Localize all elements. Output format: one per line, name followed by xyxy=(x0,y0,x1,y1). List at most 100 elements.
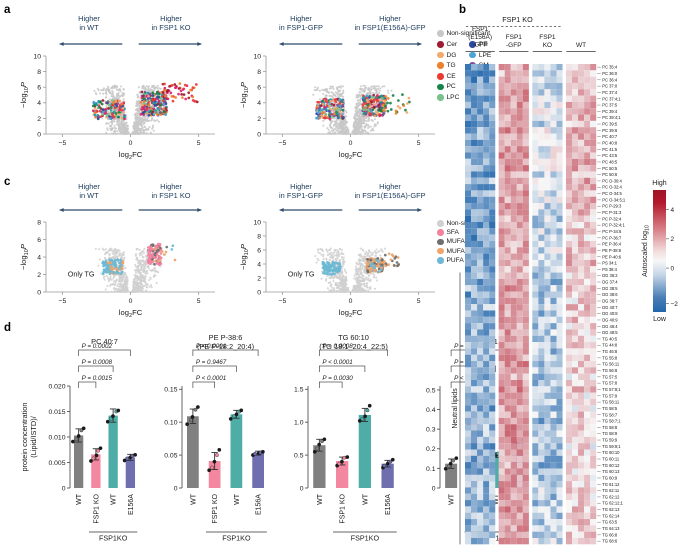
chart-subtitle: (TG 18:1_20:4_22:5) xyxy=(319,342,388,351)
heatmap-row-label: PC 39:6 xyxy=(602,128,618,133)
heatmap-row-label: TG 59:9 xyxy=(602,438,618,443)
heatmap-row-label: PE P-38:6 xyxy=(602,248,622,253)
svg-text:6: 6 xyxy=(37,85,41,92)
colorbar-high-label: High xyxy=(652,180,667,187)
heatmap-column-header: -GFP xyxy=(472,42,488,49)
heatmap-row-label: TG 55:8 xyxy=(602,355,618,360)
legend-swatch xyxy=(437,238,444,246)
heatmap-row-label: TG 60:10 xyxy=(602,450,620,455)
bar-chart-pe-p-38-6[interactable]: PE P-38:6 (PE P-18:2_20:4) 0 0.05 0.10 0.15 WT… xyxy=(148,330,273,550)
legend-column: Cer DG TG CE PC LPC xyxy=(437,41,459,105)
data-point xyxy=(81,426,86,431)
data-point xyxy=(261,449,265,454)
heatmap-panel-b[interactable]: FSP1 KO FSP1 (E156A) -GFP FSP1 -GFP FSP1 KO WT PC… xyxy=(452,12,685,553)
arrow-label: Higher in WT xyxy=(78,182,100,200)
volcano-plot-a1[interactable]: 0 2 4 6 8 10 −5 0 5 −log10P log2FC Higher in WT Highe… xyxy=(16,14,221,164)
legend-swatch xyxy=(437,83,444,91)
legend-item: DG xyxy=(437,52,459,59)
bar[interactable] xyxy=(187,416,199,488)
group-label: FSP1KO xyxy=(481,534,510,543)
volcano-plot-c2[interactable]: 0 2 4 6 8 10 −5 0 5 −log10P log2FC Only TG Higher in … xyxy=(236,182,441,322)
data-point xyxy=(111,414,115,418)
svg-text:−5: −5 xyxy=(278,140,286,147)
bar-chart-tg-60-10[interactable]: TG 60:10 (TG 18:1_20:4_22:5) 0 0.5 1.0 1.5 WT F… xyxy=(278,330,403,550)
data-point xyxy=(234,412,239,417)
bar[interactable] xyxy=(313,445,326,488)
bar[interactable] xyxy=(230,414,243,488)
bar[interactable] xyxy=(381,463,394,488)
svg-text:8: 8 xyxy=(37,219,41,226)
heatmap-column-header: (E156A) xyxy=(468,34,492,41)
volcano-plot-c1[interactable]: 0 2 4 6 8 −5 0 5 −log10P log2FC Only TG Higher in WT… xyxy=(16,182,221,322)
data-point xyxy=(109,416,113,421)
heatmap-row-label: DG 48:5 xyxy=(602,330,618,335)
heatmap-row-label: PC 36:4 xyxy=(602,77,618,82)
svg-text:0: 0 xyxy=(349,298,353,305)
legend-item: PE xyxy=(469,41,491,48)
legend-swatch xyxy=(437,94,444,101)
heatmap-row-label: TG 57:8 xyxy=(602,381,618,386)
x-axis-label: log2FC xyxy=(119,150,143,161)
bar[interactable] xyxy=(91,454,101,488)
y-tick-label: 0.010 xyxy=(48,434,65,441)
bar-chart-pc-40-7[interactable]: PC 40:7 0 0.005 0.010 0.015 0.020 WT FSP1 KO WT E… xyxy=(18,330,143,550)
bar[interactable] xyxy=(335,461,349,488)
bar[interactable] xyxy=(125,457,136,488)
legend-swatch xyxy=(469,51,476,59)
bar[interactable] xyxy=(252,453,264,488)
bar[interactable] xyxy=(108,415,118,488)
y-tick-label: 0.015 xyxy=(48,409,65,416)
arrow-label: Higher in FSP1-GFP xyxy=(279,182,323,200)
group-label: FSP1KO xyxy=(222,534,251,543)
svg-text:5: 5 xyxy=(197,298,201,305)
y-axis-label: −log10P xyxy=(239,243,250,270)
svg-text:6: 6 xyxy=(37,237,41,244)
bar[interactable] xyxy=(208,461,221,488)
x-tick-label: WT xyxy=(449,493,456,505)
scatter-points xyxy=(91,82,199,136)
y-axis-label: −log10P xyxy=(19,243,30,270)
heatmap-group-title: FSP1 KO xyxy=(502,15,533,24)
volcano-c2-box-svg: 0 2 4 6 8 10 −5 0 5 −log10P log2FC Only TG xyxy=(239,208,435,319)
heatmap-row-label: TG 58:5 xyxy=(602,406,618,411)
y-tick-label: 0.5 xyxy=(294,452,304,459)
bar[interactable] xyxy=(358,414,372,488)
bar-pep386-box-svg: PE P-38:6(PE P-18:2_20:4) 0 0.05 0.10 0.15 WT… xyxy=(164,333,267,543)
y-tick-label: 0.1 xyxy=(426,466,436,473)
legend-label: PE xyxy=(478,41,488,48)
data-point xyxy=(342,455,347,460)
y-tick-label: 0.15 xyxy=(164,387,177,394)
svg-text:10: 10 xyxy=(253,219,261,226)
scatter-points xyxy=(314,247,401,294)
legend-swatch xyxy=(437,257,444,264)
volcano-plot-a2[interactable]: 0 2 4 6 8 10 −5 0 5 −log10P log2FC Higher in FSP1-GF… xyxy=(236,14,441,164)
p-value-label: P = 0.0008 xyxy=(322,343,353,350)
legend-label: CE xyxy=(446,72,456,80)
heatmap-row-label: TG 68:6 xyxy=(602,539,618,544)
svg-text:2: 2 xyxy=(37,116,41,123)
bar[interactable] xyxy=(73,435,84,488)
heatmap-row-label: PC O-32:4 xyxy=(602,185,622,190)
heatmap-row-label: DG 40:7 xyxy=(602,305,618,310)
heatmap-row-label: TG 57:9 xyxy=(602,393,618,398)
plot-annotation: Only TG xyxy=(288,270,315,279)
data-point xyxy=(96,448,100,453)
bar[interactable] xyxy=(445,463,458,488)
legend-label: TG xyxy=(446,62,456,70)
heatmap-row-label: TG 63:5 xyxy=(602,520,618,525)
panel-letter-a: a xyxy=(4,4,11,16)
data-point xyxy=(315,446,320,451)
data-point xyxy=(116,408,121,413)
y-tick-label: 0.3 xyxy=(426,427,436,434)
heatmap-row-label: TG 56:8 xyxy=(602,368,618,373)
data-point xyxy=(76,434,81,438)
p-value-label: P < 0.0001 xyxy=(196,375,226,382)
data-point xyxy=(454,456,459,461)
heatmap-row-label: TG 62:13 xyxy=(602,507,620,512)
x-tick-label: WT xyxy=(493,493,500,505)
legend-label: DG xyxy=(446,51,457,59)
y-axis-label: −log10P xyxy=(19,81,30,108)
heatmap-row-label: PC P-29:3 xyxy=(602,204,622,209)
legend-item: CE xyxy=(437,73,459,80)
data-point xyxy=(312,449,317,454)
